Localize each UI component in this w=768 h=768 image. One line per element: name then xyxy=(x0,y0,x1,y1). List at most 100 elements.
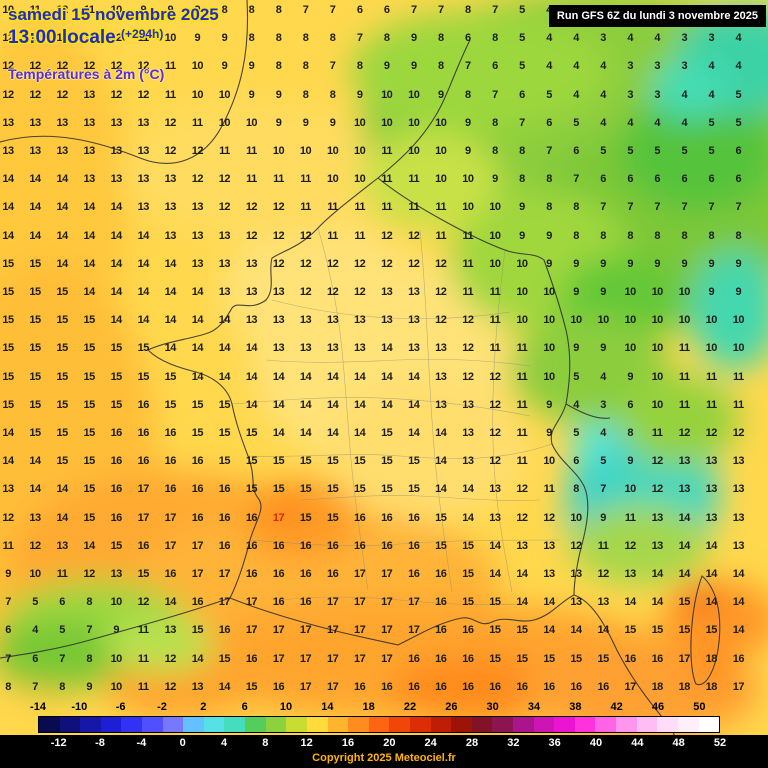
grid-temperature-value: 7 xyxy=(86,624,92,637)
grid-temperature-value: 4 xyxy=(573,398,579,411)
colorbar-segment xyxy=(368,717,390,732)
grid-temperature-value: 12 xyxy=(191,145,204,157)
grid-temperature-value: 12 xyxy=(624,539,637,552)
grid-temperature-value: 6 xyxy=(5,624,11,637)
grid-temperature-value: 16 xyxy=(435,568,447,580)
grid-temperature-value: 17 xyxy=(354,568,366,580)
grid-temperature-value: 10 xyxy=(435,145,447,157)
grid-temperature-value: 9 xyxy=(573,257,579,270)
colorbar-tick-label: 40 xyxy=(589,737,603,749)
grid-temperature-value: 11 xyxy=(408,201,420,214)
grid-temperature-value: 16 xyxy=(462,624,474,637)
colorbar-tick-label: -14 xyxy=(30,701,46,713)
grid-temperature-value: 11 xyxy=(408,173,420,186)
grid-temperature-value: 15 xyxy=(435,511,447,524)
grid-temperature-value: 16 xyxy=(624,652,637,665)
grid-temperature-value: 9 xyxy=(86,680,92,693)
grid-temperature-value: 11 xyxy=(137,32,149,45)
grid-temperature-value: 12 xyxy=(516,483,528,496)
grid-temperature-value: 14 xyxy=(164,596,177,609)
grid-temperature-value: 16 xyxy=(570,680,582,693)
grid-temperature-value: 9 xyxy=(5,568,11,580)
grid-temperature-value: 10 xyxy=(462,201,474,214)
grid-temperature-value: 15 xyxy=(83,427,96,439)
grid-temperature-value: 11 xyxy=(678,398,690,411)
grid-temperature-value: 12 xyxy=(83,568,96,580)
grid-temperature-value: 14 xyxy=(299,370,312,383)
grid-temperature-value: 12 xyxy=(164,116,177,129)
grid-temperature-value: 4 xyxy=(32,624,38,637)
grid-temperature-value: 13 xyxy=(326,342,339,355)
grid-temperature-value: 9 xyxy=(600,511,606,524)
department-borders xyxy=(231,227,561,606)
grid-temperature-value: 13 xyxy=(83,88,96,101)
grid-temperature-value: 13 xyxy=(462,398,474,411)
grid-temperature-value: 15 xyxy=(2,286,14,298)
grid-temperature-value: 11 xyxy=(624,511,636,524)
grid-temperature-value: 10 xyxy=(624,483,637,496)
grid-temperature-value: 16 xyxy=(435,680,447,693)
grid-temperature-value: 11 xyxy=(327,201,338,214)
grid-temperature-value: 17 xyxy=(164,511,177,524)
grid-temperature-value: 11 xyxy=(489,286,501,298)
grid-temperature-value: 15 xyxy=(164,370,177,383)
grid-temperature-value: 14 xyxy=(705,568,718,580)
grid-temperature-value: 13 xyxy=(110,145,123,157)
grid-temperature-value: 13 xyxy=(218,229,231,242)
grid-temperature-value: 11 xyxy=(273,173,284,186)
grid-temperature-value: 14 xyxy=(354,370,366,383)
grid-temperature-value: 8 xyxy=(302,60,309,73)
grid-temperature-value: 10 xyxy=(678,286,691,298)
grid-temperature-value: 15 xyxy=(110,342,123,355)
grid-temperature-value: 17 xyxy=(272,511,285,524)
grid-temperature-value: 8 xyxy=(437,60,444,73)
colorbar-segment xyxy=(430,717,452,732)
grid-temperature-value: 16 xyxy=(137,398,150,411)
grid-temperature-value: 10 xyxy=(651,314,664,327)
grid-temperature-value: 12 xyxy=(435,314,447,327)
grid-temperature-value: 13 xyxy=(245,257,258,270)
grid-temperature-value: 9 xyxy=(410,60,417,73)
grid-temperature-value: 16 xyxy=(137,455,150,468)
grid-temperature-value: 12 xyxy=(435,257,447,270)
grid-temperature-value: 10 xyxy=(516,257,528,270)
grid-temperature-value: 6 xyxy=(519,88,525,101)
colorbar-segment xyxy=(677,717,699,732)
grid-temperature-value: 12 xyxy=(218,173,231,186)
grid-temperature-value: 15 xyxy=(408,455,420,468)
grid-temperature-value: 8 xyxy=(248,4,255,16)
grid-temperature-value: 14 xyxy=(110,201,123,214)
grid-temperature-value: 14 xyxy=(570,624,582,637)
grid-temperature-value: 16 xyxy=(272,539,285,552)
grid-temperature-value: 7 xyxy=(708,201,715,214)
grid-temperature-value: 12 xyxy=(489,398,501,411)
grid-temperature-value: 13 xyxy=(137,201,150,214)
grid-temperature-value: 9 xyxy=(546,257,552,270)
colorbar-segment xyxy=(59,717,81,732)
colorbar-segment xyxy=(348,717,369,732)
grid-temperature-value: 15 xyxy=(462,539,474,552)
grid-temperature-value: 14 xyxy=(678,568,691,580)
grid-temperature-value: 12 xyxy=(381,257,393,270)
colorbar-segment xyxy=(636,717,658,732)
grid-temperature-value: 14 xyxy=(56,483,68,496)
grid-temperature-value: 16 xyxy=(408,652,420,665)
grid-temperature-value: 13 xyxy=(164,229,177,242)
grid-temperature-value: 12 xyxy=(137,88,150,101)
grid-temperature-value: 4 xyxy=(600,370,606,383)
grid-temperature-value: 3 xyxy=(600,32,606,45)
grid-temperature-value: 16 xyxy=(245,539,258,552)
grid-temperature-value: 13 xyxy=(245,286,258,298)
grid-temperature-value: 7 xyxy=(5,652,11,665)
grid-temperature-value: 14 xyxy=(164,342,177,355)
grid-temperature-value: 15 xyxy=(29,257,41,270)
grid-temperature-value: 11 xyxy=(462,286,474,298)
grid-temperature-value: 15 xyxy=(570,652,582,665)
colorbar-tick-label: 10 xyxy=(279,701,293,713)
colorbar-segment xyxy=(245,717,266,732)
grid-temperature-value: 12 xyxy=(570,539,582,552)
grid-temperature-value: 13 xyxy=(597,596,609,609)
grid-temperature-value: 12 xyxy=(29,539,41,552)
grid-temperature-value: 10 xyxy=(624,314,637,327)
grid-temperature-value: 15 xyxy=(110,539,123,552)
